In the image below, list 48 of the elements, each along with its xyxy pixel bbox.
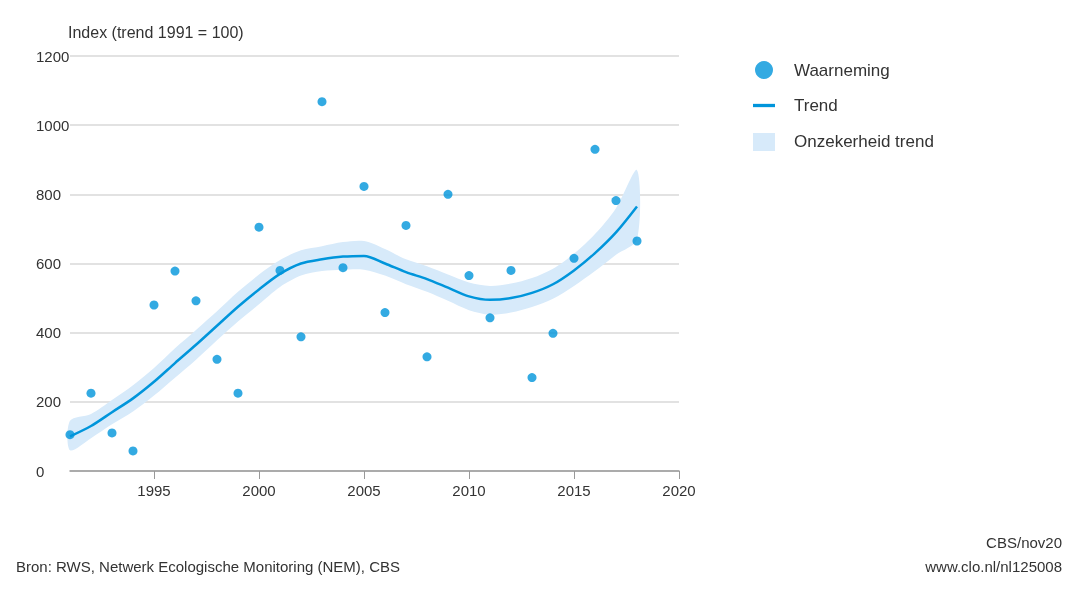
x-tick-label: 2000 xyxy=(242,482,276,499)
y-tick-label: 400 xyxy=(36,324,62,342)
point xyxy=(422,352,432,362)
point xyxy=(611,196,621,206)
x-tick-label: 2005 xyxy=(347,482,381,499)
point xyxy=(443,189,453,199)
point xyxy=(317,97,327,107)
point xyxy=(65,430,75,440)
x-tick-label: 1995 xyxy=(137,482,171,499)
point xyxy=(107,428,117,438)
point xyxy=(485,313,495,323)
point xyxy=(191,296,201,306)
point xyxy=(548,328,558,338)
point xyxy=(359,181,369,191)
x-tick-label: 2020 xyxy=(662,482,696,499)
y-tick-label: 0 xyxy=(36,462,45,480)
point xyxy=(233,388,243,398)
point xyxy=(380,308,390,318)
point xyxy=(632,236,642,246)
y-tick-label: 1200 xyxy=(36,47,70,65)
point xyxy=(338,263,348,273)
point xyxy=(86,388,96,398)
text: www.clo.nl/nl125008 xyxy=(924,558,1063,575)
text: Onzekerheid trend xyxy=(794,132,934,152)
point xyxy=(149,300,159,310)
point xyxy=(569,253,579,263)
point xyxy=(254,222,264,232)
y-axis-title: Index (trend 1991 = 100) xyxy=(68,23,244,41)
text: CBS/nov20 xyxy=(986,534,1063,551)
point xyxy=(170,266,180,276)
y-tick-label: 600 xyxy=(36,255,62,272)
y-tick-label: 800 xyxy=(36,185,62,203)
x-tick-label: 2015 xyxy=(557,482,591,499)
point xyxy=(212,354,222,364)
point xyxy=(296,332,306,342)
point xyxy=(128,446,138,456)
point xyxy=(464,271,474,281)
point xyxy=(401,220,411,230)
x-tick-label: 2010 xyxy=(452,482,486,499)
text: Bron: RWS, Netwerk Ecologische Monitoring (NEM), CBS xyxy=(16,558,401,575)
y-tick-label: 1000 xyxy=(36,116,70,134)
y-tick-label: 200 xyxy=(36,393,62,411)
point xyxy=(527,373,537,383)
legend-label: Trend xyxy=(794,96,838,115)
point xyxy=(590,144,600,154)
legend-label: Waarneming xyxy=(794,60,890,80)
point xyxy=(275,265,285,275)
point xyxy=(506,265,516,275)
